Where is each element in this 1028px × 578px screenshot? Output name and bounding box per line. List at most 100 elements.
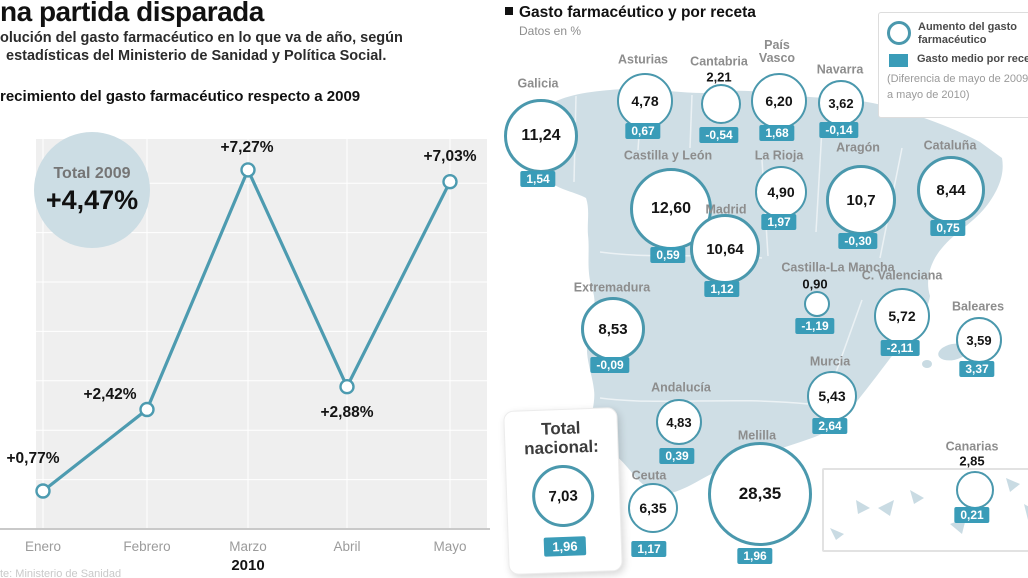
total-2009-value: +4,47% [45, 184, 139, 215]
chart-heading: recimiento del gasto farmacéutico respec… [0, 88, 361, 105]
region-badge-pais-vasco: 1,68 [759, 125, 795, 141]
total-2009-label: Total 2009 [53, 164, 131, 182]
region-label-castilla-la-mancha: Castilla-La Mancha [781, 260, 895, 275]
total-nacional-circle: 7,03 [531, 464, 596, 529]
region-label-murcia: Murcia [809, 354, 851, 369]
svg-text:+7,03%: +7,03% [423, 148, 476, 165]
region-badge-melilla: 1,96 [737, 548, 773, 564]
region-label-cataluna: Cataluña [923, 138, 977, 153]
legend-item-gasto: Aumento del gasto farmacéutico [887, 21, 1028, 47]
region-badge-extremadura: -0,09 [590, 357, 630, 373]
region-circle-aragon: 10,7 [826, 165, 896, 235]
legend-square-label: Gasto medio por receta [917, 53, 1028, 66]
region-circle-andalucia: 4,83 [656, 399, 702, 445]
region-badge-cantabria: -0,54 [699, 127, 739, 143]
region-badge-murcia: 2,64 [812, 418, 848, 434]
square-legend-icon [889, 54, 908, 68]
region-label-navarra: Navarra [816, 62, 864, 77]
region-badge-c-valenciana: -2,11 [880, 340, 920, 356]
region-circle-canarias [956, 471, 994, 509]
map-subheading: Datos en % [519, 24, 582, 38]
region-circle-madrid: 10,64 [690, 214, 760, 284]
region-circle-asturias: 4,78 [617, 73, 673, 129]
svg-text:+2,88%: +2,88% [320, 404, 373, 421]
region-label-extremadura: Extremadura [573, 280, 651, 295]
region-badge-cataluna: 0,75 [930, 220, 966, 236]
region-value-castilla-la-mancha: 0,90 [802, 276, 828, 292]
legend-item-receta: Gasto medio por receta [887, 53, 1028, 68]
region-value-canarias: 2,85 [959, 453, 985, 469]
region-circle-cataluna: 8,44 [917, 156, 985, 224]
region-label-melilla: Melilla [737, 428, 777, 443]
page-subtitle-line2: estadísticas del Ministerio de Sanidad y… [6, 48, 387, 64]
region-circle-la-rioja: 4,90 [755, 166, 807, 218]
region-label-la-rioja: La Rioja [754, 148, 804, 163]
total-nacional-label: Total nacional: [523, 418, 600, 459]
region-circle-ceuta: 6,35 [628, 483, 678, 533]
region-label-cantabria: Cantabria [690, 54, 748, 69]
canarias-inset-box [822, 468, 1028, 552]
region-circle-extremadura: 8,53 [581, 297, 645, 361]
legend-circle-label: Aumento del gasto farmacéutico [918, 21, 1018, 47]
svg-text:Abril: Abril [333, 539, 360, 554]
region-badge-canarias: 0,21 [954, 507, 990, 523]
region-circle-castilla-la-mancha [804, 291, 830, 317]
total-nacional-value: 7,03 [548, 487, 579, 506]
svg-text:Marzo: Marzo [229, 539, 267, 554]
region-badge-castilla-y-leon: 0,59 [650, 247, 686, 263]
region-badge-aragon: -0,30 [838, 233, 878, 249]
region-label-c-valenciana: C. Valenciana [861, 268, 943, 283]
chart-source: te: Ministerio de Sanidad [0, 568, 122, 578]
region-badge-la-rioja: 1,97 [761, 214, 797, 230]
total-2009-circle: Total 2009 +4,47% [34, 132, 150, 248]
region-circle-melilla: 28,35 [708, 442, 812, 546]
svg-text:Mayo: Mayo [433, 539, 466, 554]
page-subtitle-line1: olución del gasto farmacéutico en lo que… [0, 30, 403, 46]
page-title: na partida disparada [0, 0, 264, 27]
region-label-andalucia: Andalucía [651, 380, 711, 395]
region-circle-galicia: 11,24 [504, 99, 578, 173]
svg-text:+0,77%: +0,77% [6, 450, 59, 467]
region-label-aragon: Aragón [836, 140, 880, 155]
region-label-canarias: Canarias [945, 439, 999, 454]
region-badge-andalucia: 0,39 [659, 448, 695, 464]
region-circle-cantabria [701, 84, 741, 124]
canarias-islands [830, 478, 1028, 540]
region-circle-navarra: 3,62 [818, 80, 864, 126]
region-label-ceuta: Ceuta [631, 468, 667, 483]
total-nacional-box: Total nacional: 7,03 1,96 [503, 407, 623, 575]
map-heading: Gasto farmacéutico y por receta [505, 4, 756, 22]
region-badge-castilla-la-mancha: -1,19 [795, 318, 835, 334]
chart-panel: +0,77% +2,42% +7,27% +2,88% +7,03% Enero Febre… [0, 0, 500, 578]
region-circle-c-valenciana: 5,72 [874, 288, 930, 344]
region-badge-baleares: 3,37 [959, 361, 995, 377]
region-label-asturias: Asturias [617, 52, 669, 67]
legend-note-line2: a mayo de 2010) [887, 89, 970, 102]
svg-text:+7,27%: +7,27% [220, 139, 273, 156]
region-badge-asturias: 0,67 [625, 123, 661, 139]
svg-text:Febrero: Febrero [123, 539, 170, 554]
circle-legend-icon [887, 21, 911, 45]
region-circle-baleares: 3,59 [956, 317, 1002, 363]
region-label-madrid: Madrid [705, 202, 747, 217]
region-label-pais-vasco: País Vasco [758, 37, 796, 65]
svg-text:+2,42%: +2,42% [83, 386, 136, 403]
svg-text:2010: 2010 [231, 557, 264, 574]
region-label-castilla-y-leon: Castilla y León [623, 148, 713, 163]
legend-note-line1: (Diferencia de mayo de 2009 [887, 73, 1028, 86]
region-label-baleares: Baleares [951, 299, 1005, 314]
region-badge-ceuta: 1,17 [631, 541, 667, 557]
square-bullet-icon [505, 7, 513, 15]
legend-box: Aumento del gasto farmacéutico Gasto med… [878, 12, 1028, 118]
region-badge-madrid: 1,12 [704, 281, 740, 297]
total-nacional-badge: 1,96 [543, 536, 586, 558]
region-circle-murcia: 5,43 [807, 371, 857, 421]
region-value-cantabria: 2,21 [706, 69, 732, 85]
region-label-galicia: Galicia [517, 76, 559, 91]
map-heading-text: Gasto farmacéutico y por receta [519, 4, 756, 21]
svg-text:Enero: Enero [25, 539, 61, 554]
region-badge-navarra: -0,14 [819, 122, 859, 138]
region-badge-galicia: 1,54 [520, 171, 556, 187]
